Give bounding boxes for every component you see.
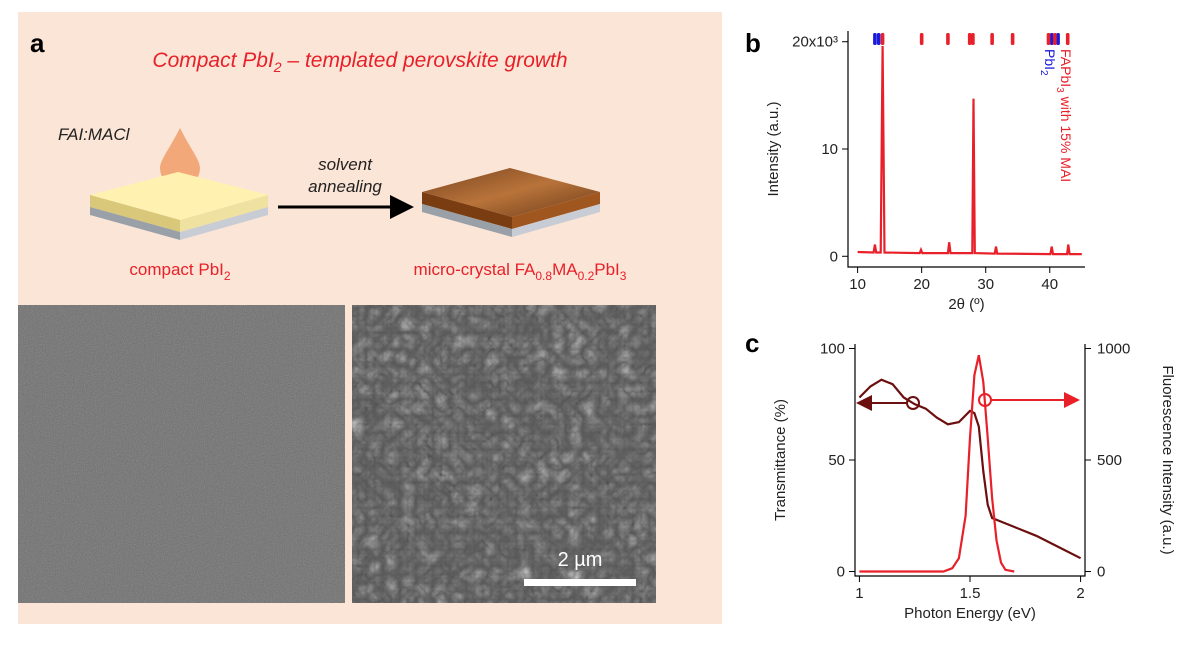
y2-axis-label: Fluorescence Intensity (a.u.) (1159, 365, 1176, 554)
legend-text: PbI (1042, 49, 1058, 70)
figure: a Compact PbI2 – templated perovskite gr… (0, 0, 1184, 642)
reference-mark (1047, 33, 1051, 45)
y-tick-label: 0 (830, 248, 838, 265)
reference-mark (990, 33, 994, 45)
y-tick-label: 50 (828, 452, 845, 469)
x-axis-label: 2θ (º) (948, 296, 984, 313)
reference-mark (1066, 33, 1070, 45)
reference-mark (1056, 33, 1060, 45)
x-axis-label: Photon Energy (eV) (904, 605, 1036, 622)
reference-mark (881, 33, 885, 45)
reference-mark (873, 33, 877, 45)
panel-label: a (30, 28, 45, 58)
data-line (858, 46, 1082, 254)
panel-title: Compact PbI2 – templated perovskite grow… (152, 49, 567, 75)
x-tick-label: 1.5 (960, 585, 981, 602)
scale-bar (524, 579, 636, 586)
y-axis-label: Intensity (a.u.) (765, 101, 782, 196)
legend-text: with 15% MAI (1058, 93, 1074, 182)
panel-label: c (745, 328, 759, 358)
y2-tick-label: 1000 (1097, 340, 1130, 357)
reference-mark (1050, 33, 1054, 45)
arrow-label: solvent (318, 155, 373, 174)
x-tick-label: 40 (1041, 276, 1058, 293)
y-tick-label: 0 (837, 564, 845, 581)
y2-tick-label: 0 (1097, 564, 1105, 581)
legend-text: FAPbI (1058, 49, 1074, 87)
reference-mark (968, 33, 972, 45)
data-line (859, 355, 1014, 571)
y-tick-label: 10 (821, 141, 838, 158)
reference-mark (920, 33, 924, 45)
droplet-label: FAI:MACl (58, 125, 131, 144)
axis-frame (855, 344, 1085, 576)
x-tick-label: 1 (855, 585, 863, 602)
y-tick-label: 100 (820, 340, 845, 357)
x-tick-label: 10 (849, 276, 866, 293)
arrow-label: annealing (308, 177, 382, 196)
legend-text: 2 (1038, 70, 1049, 76)
data-line (859, 380, 1080, 559)
y-axis-label: Transmittance (%) (772, 399, 789, 521)
reference-legend: PbI2 (1038, 49, 1058, 76)
sem-image (352, 305, 656, 603)
y2-tick-label: 500 (1097, 452, 1122, 469)
reference-mark (1053, 33, 1057, 45)
reference-mark (1011, 33, 1015, 45)
x-tick-label: 20 (913, 276, 930, 293)
x-tick-label: 30 (977, 276, 994, 293)
x-tick-label: 2 (1076, 585, 1084, 602)
reference-mark (971, 33, 975, 45)
y-tick-label: 20x10³ (792, 34, 838, 51)
sem-image (18, 305, 345, 603)
reference-mark (877, 33, 881, 45)
scale-bar-label: 2 µm (558, 549, 603, 571)
panel-label: b (745, 28, 761, 58)
reference-mark (946, 33, 950, 45)
